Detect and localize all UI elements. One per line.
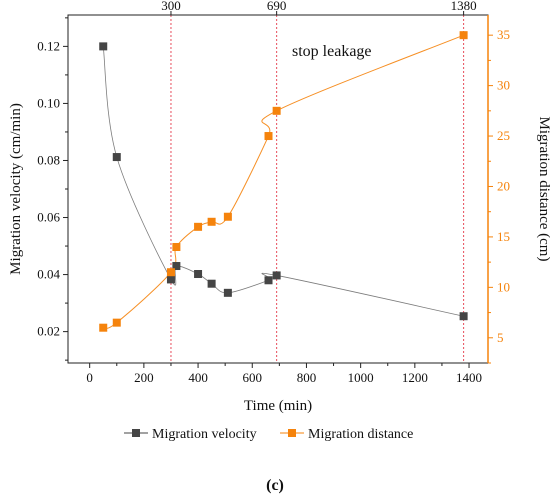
velocity-point-7 <box>264 276 273 285</box>
y-left-tick-label-1: 0.04 <box>37 267 60 282</box>
x-tick-label-600: 600 <box>243 370 263 385</box>
x-tick-label-400: 400 <box>188 370 208 385</box>
x-tick-label-1400: 1400 <box>456 370 482 385</box>
velocity-point-6 <box>223 288 232 297</box>
y-left-tick-label-5: 0.12 <box>37 38 60 53</box>
ticks: 300 690 1380 0 200 400 600 800 1000 1200 1400 0.02 0… <box>37 0 510 385</box>
marker-lines <box>170 15 465 363</box>
velocity-fit-curve <box>102 46 464 317</box>
y-right-axis-title: Migration distance (cm) <box>536 117 550 262</box>
distance-point-3 <box>172 243 181 251</box>
velocity-point-0 <box>99 42 108 51</box>
distance-point-0 <box>99 323 108 332</box>
legend-item-velocity: Migration velocity <box>124 427 257 442</box>
distance-point-8 <box>272 106 281 115</box>
y-left-tick-label-4: 0.10 <box>37 95 60 110</box>
distance-point-9 <box>459 31 468 40</box>
x-tick-label-0: 0 <box>86 370 93 385</box>
y-right-tick-label-30: 30 <box>497 78 510 93</box>
top-tick-label-1380: 1380 <box>451 0 477 13</box>
x-tick-label-200: 200 <box>134 370 154 385</box>
velocity-point-1 <box>112 153 121 162</box>
top-tick-label-300: 300 <box>161 0 181 13</box>
y-right-tick-label-5: 5 <box>497 330 504 345</box>
y-right-tick-label-20: 20 <box>497 178 510 193</box>
distance-point-2 <box>166 268 175 277</box>
y-right-tick-label-10: 10 <box>497 279 510 294</box>
distance-point-7 <box>264 132 273 141</box>
y-right-tick-label-35: 35 <box>497 27 510 42</box>
y-left-tick-label-3: 0.08 <box>37 152 60 167</box>
x-tick-label-800: 800 <box>297 370 317 385</box>
y-right-tick-label-15: 15 <box>497 229 510 244</box>
top-tick-label-690: 690 <box>267 0 287 13</box>
legend-item-distance: Migration distance <box>280 427 413 442</box>
legend-velocity-marker <box>132 429 140 437</box>
velocity-point-3 <box>172 262 181 271</box>
data-points <box>99 31 468 332</box>
x-axis-title: Time (min) <box>244 398 312 414</box>
velocity-point-5 <box>207 279 216 288</box>
velocity-point-4 <box>194 270 203 279</box>
velocity-point-9 <box>459 312 468 321</box>
x-tick-label-1000: 1000 <box>348 370 374 385</box>
figure-caption: (c) <box>266 477 284 494</box>
legend-distance-marker <box>288 429 296 437</box>
y-left-tick-label-0: 0.02 <box>37 324 60 339</box>
y-left-tick-label-2: 0.06 <box>37 210 60 225</box>
distance-fit-curve <box>103 34 464 329</box>
y-left-axis-title: Migration velocity (cm/min) <box>8 103 24 275</box>
legend: Migration velocity Migration distance <box>124 427 413 442</box>
fit-curves <box>102 34 464 329</box>
legend-velocity-label: Migration velocity <box>152 427 257 442</box>
distance-point-4 <box>194 222 203 231</box>
velocity-point-2 <box>166 275 175 284</box>
distance-point-5 <box>207 217 216 226</box>
x-tick-label-1200: 1200 <box>402 370 428 385</box>
legend-distance-label: Migration distance <box>308 427 413 442</box>
annotation-stop-leakage: stop leakage <box>292 43 372 60</box>
velocity-point-8 <box>272 271 281 280</box>
distance-point-6 <box>223 212 232 221</box>
y-right-tick-label-25: 25 <box>497 128 510 143</box>
distance-point-1 <box>112 318 121 327</box>
